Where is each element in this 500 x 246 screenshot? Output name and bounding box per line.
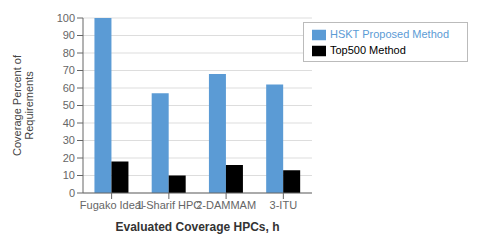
- svg-text:10: 10: [63, 169, 75, 181]
- svg-text:20: 20: [63, 152, 75, 164]
- svg-text:70: 70: [63, 64, 75, 76]
- html-text:Top500 Method: Top500 Method: [330, 44, 406, 57]
- svg-text:0: 0: [69, 187, 75, 199]
- svg-text:Evaluated Coverage HPCs, h: Evaluated Coverage HPCs, h: [115, 220, 279, 234]
- html-text:HSKT Proposed Method: HSKT Proposed Method: [330, 28, 449, 40]
- svg-text:60: 60: [63, 82, 75, 94]
- svg-text:90: 90: [63, 29, 75, 41]
- svg-text:40: 40: [63, 117, 75, 129]
- svg-text:1-Sharif HPC: 1-Sharif HPC: [136, 199, 201, 211]
- svg-text:Fugako Ideal: Fugako Ideal: [80, 199, 144, 211]
- svg-text:3-ITU: 3-ITU: [270, 199, 298, 211]
- svg-text:80: 80: [63, 47, 75, 59]
- svg-text:2-DAMMAM: 2-DAMMAM: [196, 199, 256, 211]
- svg-text:30: 30: [63, 134, 75, 146]
- svg-text:100: 100: [57, 12, 75, 24]
- svg-text:Coverage Percent ofRequirement: Coverage Percent ofRequirements: [11, 54, 35, 156]
- svg-text:50: 50: [63, 99, 75, 111]
